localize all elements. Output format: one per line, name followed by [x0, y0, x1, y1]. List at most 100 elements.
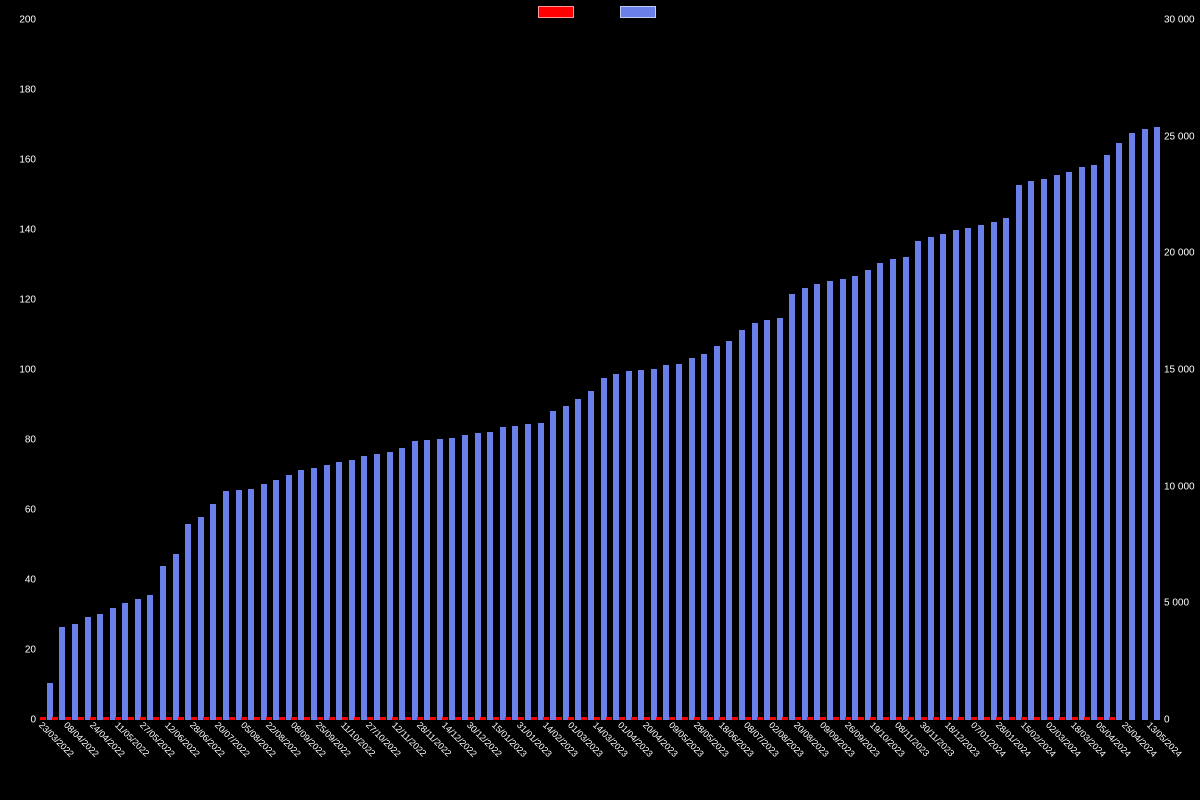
legend-swatch-blue	[620, 6, 656, 18]
bar-series-right	[953, 230, 959, 720]
bar-series-right	[147, 595, 153, 720]
bar-series-right	[173, 554, 179, 720]
y-tick-right: 20 000	[1164, 248, 1195, 259]
bar-series-right	[890, 259, 896, 720]
bar-series-right	[903, 257, 909, 720]
bar-series-right	[1091, 165, 1097, 720]
dual-axis-bar-chart: 020406080100120140160180200 05 00010 000…	[0, 20, 1200, 738]
bar-series-right	[865, 270, 871, 720]
bar-series-right	[210, 504, 216, 720]
bar-series-right	[965, 228, 971, 720]
bar-series-right	[752, 323, 758, 720]
bar-series-right	[525, 424, 531, 720]
bar-series-right	[689, 358, 695, 720]
bar-series-right	[361, 456, 367, 720]
legend-item	[620, 6, 662, 18]
bar-series-right	[72, 624, 78, 720]
bar-series-right	[160, 566, 166, 720]
bar-series-right	[47, 683, 53, 720]
bar-series-right	[802, 288, 808, 720]
legend-item	[538, 6, 580, 18]
bar-series-right	[1142, 129, 1148, 721]
bar-series-right	[701, 354, 707, 720]
bar-series-right	[651, 369, 657, 720]
bar-series-right	[85, 617, 91, 720]
bar-series-right	[110, 608, 116, 720]
bar-series-right	[1129, 133, 1135, 720]
bar-series-right	[739, 330, 745, 720]
y-tick-left: 200	[19, 15, 36, 26]
y-tick-right: 25 000	[1164, 131, 1195, 142]
bar-series-right	[223, 491, 229, 720]
y-tick-left: 120	[19, 295, 36, 306]
bar-series-right	[462, 435, 468, 720]
bar-series-right	[588, 391, 594, 720]
bar-series-right	[827, 281, 833, 720]
y-tick-left: 180	[19, 85, 36, 96]
bar-series-right	[135, 599, 141, 720]
y-axis-right: 05 00010 00015 00020 00025 00030 000	[1160, 20, 1200, 720]
bar-series-right	[500, 427, 506, 720]
bar-series-right	[475, 433, 481, 720]
bar-series-right	[613, 374, 619, 721]
y-tick-right: 5 000	[1164, 598, 1189, 609]
bar-series-right	[663, 365, 669, 720]
bar-series-right	[298, 470, 304, 720]
bar-series-right	[387, 452, 393, 720]
bar-series-right	[437, 439, 443, 720]
bar-series-right	[1104, 155, 1110, 720]
y-tick-right: 10 000	[1164, 481, 1195, 492]
bar-series-right	[777, 318, 783, 721]
bar-series-right	[978, 225, 984, 720]
bar-series-right	[122, 603, 128, 720]
y-tick-left: 80	[25, 435, 36, 446]
bar-series-right	[764, 320, 770, 720]
bar-series-right	[198, 517, 204, 720]
bar-series-right	[273, 480, 279, 720]
bar-series-right	[601, 378, 607, 720]
bar-series-right	[1116, 143, 1122, 721]
bar-series-right	[814, 284, 820, 720]
bar-series-right	[412, 441, 418, 720]
bar-series-right	[563, 406, 569, 720]
y-tick-left: 20	[25, 645, 36, 656]
y-tick-left: 160	[19, 155, 36, 166]
y-tick-right: 30 000	[1164, 15, 1195, 26]
bar-series-right	[877, 263, 883, 720]
bar-series-right	[840, 279, 846, 720]
bar-series-right	[487, 432, 493, 720]
y-tick-right: 0	[1164, 715, 1170, 726]
bar-series-right	[1041, 179, 1047, 720]
bar-series-right	[336, 462, 342, 720]
bar-series-right	[638, 370, 644, 720]
legend-swatch-red	[538, 6, 574, 18]
bar-series-right	[424, 440, 430, 720]
bar-series-right	[789, 294, 795, 720]
x-axis: 23/03/202208/04/202224/04/202211/05/2022…	[40, 718, 1160, 780]
bar-series-right	[374, 454, 380, 720]
y-tick-left: 100	[19, 365, 36, 376]
bar-group	[40, 20, 1160, 720]
bar-series-right	[852, 276, 858, 721]
bar-series-right	[991, 222, 997, 720]
bar-series-right	[550, 411, 556, 720]
bar-series-right	[1016, 185, 1022, 721]
bar-series-right	[915, 241, 921, 721]
bar-series-right	[575, 399, 581, 720]
plot-area	[40, 20, 1160, 720]
y-tick-left: 60	[25, 505, 36, 516]
bar-series-right	[286, 475, 292, 720]
y-tick-left: 40	[25, 575, 36, 586]
bar-series-right	[676, 364, 682, 720]
y-tick-right: 15 000	[1164, 365, 1195, 376]
bar-series-right	[538, 423, 544, 721]
bar-series-right	[311, 468, 317, 720]
bar-series-right	[97, 614, 103, 720]
bar-series-right	[324, 465, 330, 721]
y-tick-left: 140	[19, 225, 36, 236]
bar-series-right	[1003, 218, 1009, 720]
y-axis-left: 020406080100120140160180200	[0, 20, 40, 720]
bar-series-right	[1054, 175, 1060, 720]
bar-series-right	[726, 341, 732, 720]
bar-series-right	[512, 426, 518, 720]
